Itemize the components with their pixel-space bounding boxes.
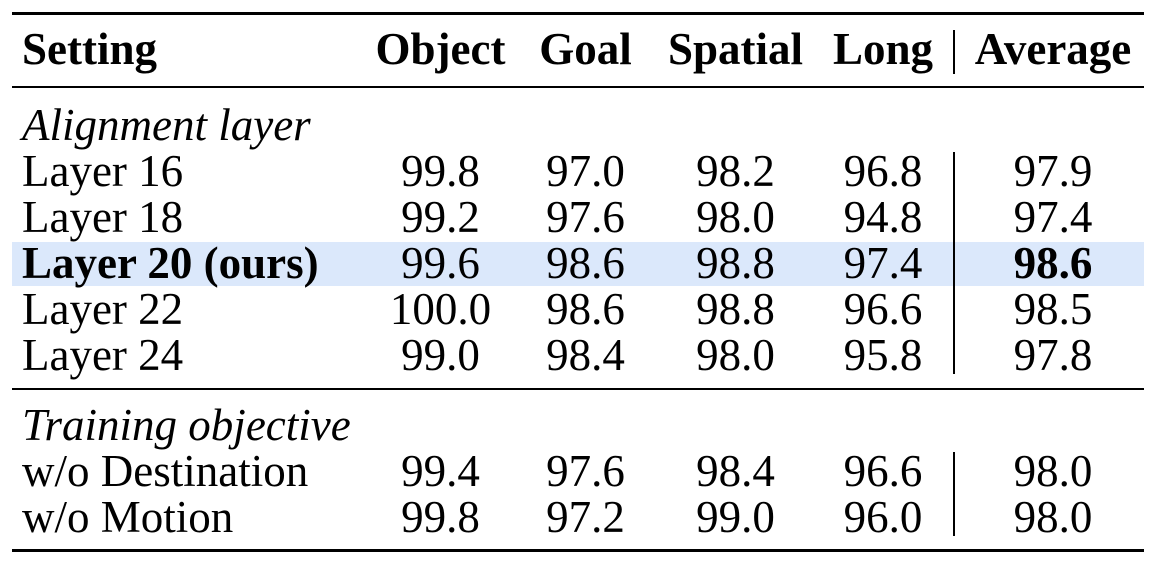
header-object: Object (375, 24, 506, 74)
row-setting: Layer 22 (22, 284, 184, 334)
header-setting: Setting (22, 24, 157, 74)
row-value: 98.2 (696, 146, 775, 196)
row-value: 97.8 (1013, 330, 1093, 380)
row-value: 98.6 (546, 284, 625, 334)
row-value: 99.4 (401, 446, 480, 496)
row-setting: Layer 18 (22, 192, 184, 242)
row-value: 96.6 (843, 284, 923, 334)
row-value: 96.6 (843, 446, 923, 496)
row-setting: Layer 24 (22, 330, 184, 380)
section-divider (953, 152, 955, 374)
row-setting: w/o Motion (22, 492, 234, 542)
row-setting: Layer 16 (22, 146, 184, 196)
row-value: 99.6 (401, 238, 480, 288)
row-value: 94.8 (843, 192, 923, 242)
row-value: 97.2 (546, 492, 625, 542)
header-long: Long (832, 24, 934, 74)
row-value: 98.0 (696, 192, 775, 242)
row-value: 98.4 (546, 330, 625, 380)
header-goal: Goal (539, 24, 632, 74)
row-value: 98.8 (696, 238, 775, 288)
section-title: Alignment layer (22, 100, 311, 150)
row-value: 99.2 (401, 192, 480, 242)
bottom-rule (12, 549, 1144, 552)
section-divider (953, 452, 955, 536)
highlight-band (12, 242, 1144, 286)
row-value: 99.0 (696, 492, 775, 542)
row-setting: w/o Destination (22, 446, 309, 496)
row-value: 96.0 (843, 492, 923, 542)
row-value: 98.0 (696, 330, 775, 380)
row-value: 97.0 (546, 146, 625, 196)
row-value: 97.4 (843, 238, 923, 288)
header-average: Average (974, 24, 1132, 74)
row-value: 100.0 (389, 284, 492, 334)
section-rule (12, 388, 1144, 390)
row-value: 98.6 (546, 238, 625, 288)
row-value: 97.4 (1013, 192, 1093, 242)
row-value: 97.6 (546, 446, 625, 496)
header-spatial: Spatial (667, 24, 804, 74)
row-value: 98.0 (1013, 492, 1093, 542)
row-value: 99.0 (401, 330, 480, 380)
row-value: 98.4 (696, 446, 775, 496)
row-value: 96.8 (843, 146, 923, 196)
row-value: 95.8 (843, 330, 923, 380)
section-title: Training objective (22, 400, 351, 450)
top-rule (12, 12, 1144, 15)
row-value: 98.6 (1013, 238, 1093, 288)
row-value: 99.8 (401, 146, 480, 196)
header-rule (12, 86, 1144, 88)
row-value: 98.5 (1013, 284, 1093, 334)
row-setting: Layer 20 (ours) (22, 238, 319, 288)
row-value: 98.8 (696, 284, 775, 334)
row-value: 97.6 (546, 192, 625, 242)
row-value: 99.8 (401, 492, 480, 542)
row-value: 98.0 (1013, 446, 1093, 496)
header-divider (953, 30, 955, 74)
row-value: 97.9 (1013, 146, 1093, 196)
